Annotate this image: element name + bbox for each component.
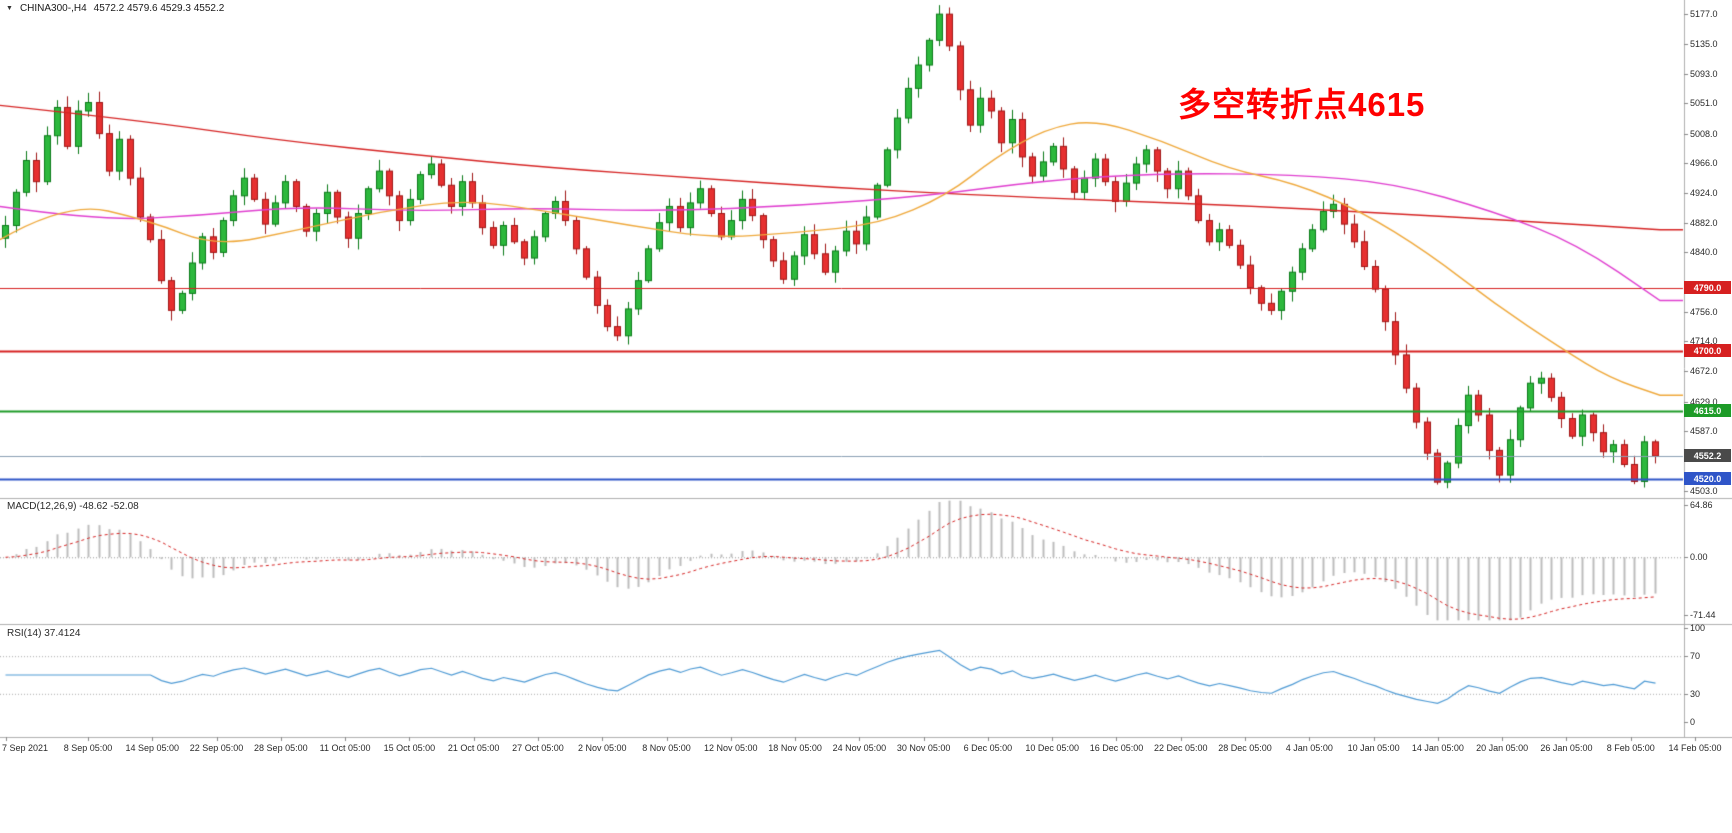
time-axis-label: 15 Oct 05:00 — [383, 743, 436, 753]
price-axis-label: 4714.0 — [1690, 336, 1718, 347]
macd-indicator-label: MACD(12,26,9) -48.62 -52.08 — [7, 501, 139, 512]
rsi-axis-label: 100 — [1690, 622, 1706, 633]
time-axis-label: 28 Sep 05:00 — [254, 743, 308, 753]
time-axis-label: 6 Dec 05:00 — [963, 743, 1013, 753]
chart-header: ▼ CHINA300-,H4 4572.2 4579.6 4529.3 4552… — [6, 3, 224, 14]
price-axis-label: 4629.0 — [1690, 396, 1718, 407]
time-axis-label: 21 Oct 05:00 — [447, 743, 500, 753]
price-axis-label: 5135.0 — [1690, 38, 1718, 49]
time-axis-label: 16 Dec 05:00 — [1089, 743, 1144, 753]
time-axis-label: 10 Dec 05:00 — [1025, 743, 1079, 753]
time-axis-label: 14 Feb 05:00 — [1668, 743, 1722, 753]
price-axis-label: 5177.0 — [1690, 9, 1718, 20]
price-axis-label: 4966.0 — [1690, 158, 1718, 169]
macd-axis-label: 0.00 — [1690, 552, 1708, 563]
price-axis-label: 4503.0 — [1690, 485, 1718, 496]
time-axis-label: 11 Oct 05:00 — [319, 743, 371, 753]
time-axis-label: 10 Jan 05:00 — [1347, 743, 1400, 753]
price-badge: 4790.0 — [1684, 280, 1731, 294]
price-axis-label: 5093.0 — [1690, 68, 1718, 79]
time-axis-label: 8 Nov 05:00 — [642, 743, 691, 753]
time-axis-label: 24 Nov 05:00 — [832, 743, 887, 753]
time-axis-label: 22 Sep 05:00 — [189, 743, 244, 753]
price-axis-label: 5051.0 — [1690, 98, 1718, 109]
rsi-axis-label: 30 — [1690, 688, 1701, 699]
time-axis-label: 8 Sep 05:00 — [63, 743, 113, 753]
price-badge: 4552.2 — [1684, 448, 1731, 462]
dropdown-triangle-icon: ▼ — [6, 5, 13, 12]
time-axis-label: 20 Jan 05:00 — [1476, 743, 1529, 753]
time-axis-label: 30 Nov 05:00 — [896, 743, 951, 753]
price-badge: 4520.0 — [1684, 471, 1731, 485]
rsi-axis: 100 70 30 0 — [1686, 622, 1732, 728]
time-axis-label: 14 Jan 05:00 — [1411, 743, 1464, 753]
rsi-axis-label: 0 — [1690, 717, 1696, 728]
price-axis-label: 4882.0 — [1690, 217, 1718, 228]
price-axis-label: 4840.0 — [1690, 247, 1718, 258]
macd-axis-label: 64.86 — [1690, 499, 1713, 510]
macd-axis-label: -71.44 — [1690, 610, 1716, 621]
time-axis-label: 28 Dec 05:00 — [1218, 743, 1272, 753]
price-axis-label: 4587.0 — [1690, 426, 1718, 437]
price-axis-label: 4672.0 — [1690, 366, 1718, 377]
time-axis-label: 26 Jan 05:00 — [1540, 743, 1593, 753]
time-axis-label: 12 Nov 05:00 — [704, 743, 758, 753]
time-axis-label: 4 Jan 05:00 — [1285, 743, 1333, 753]
time-axis-label: 14 Sep 05:00 — [125, 743, 180, 753]
rsi-indicator-label: RSI(14) 37.4124 — [7, 628, 81, 639]
symbol-timeframe-title: CHINA300-,H4 — [19, 3, 87, 14]
price-axis-label: 4924.0 — [1690, 188, 1718, 198]
macd-axis: 64.86 0.00 -71.44 — [1686, 499, 1732, 623]
price-axis[interactable]: 5177.0 5135.0 5093.0 5051.0 5008.0 4966.0 4924… — [1684, 0, 1732, 497]
price-axis-label: 4756.0 — [1690, 306, 1718, 317]
price-axis-label: 5008.0 — [1690, 128, 1718, 139]
time-axis-label: 27 Oct 05:00 — [512, 743, 564, 753]
price-badge: 4700.0 — [1684, 344, 1731, 358]
price-badge: 4615.0 — [1684, 404, 1731, 418]
time-axis[interactable]: 7 Sep 2021 8 Sep 05:00 14 Sep 05:00 22 Sep … — [0, 740, 1732, 756]
time-axis-label: 8 Feb 05:00 — [1606, 743, 1655, 753]
time-axis-label: 18 Nov 05:00 — [768, 743, 822, 753]
time-axis-label: 7 Sep 2021 — [2, 743, 49, 753]
time-axis-label: 22 Dec 05:00 — [1153, 743, 1208, 753]
rsi-axis-label: 70 — [1690, 651, 1701, 662]
ohlc-readout: 4572.2 4579.6 4529.3 4552.2 — [93, 3, 225, 14]
annotation-text: 多空转折点4615 — [1178, 86, 1426, 123]
time-axis-label: 2 Nov 05:00 — [577, 743, 627, 753]
